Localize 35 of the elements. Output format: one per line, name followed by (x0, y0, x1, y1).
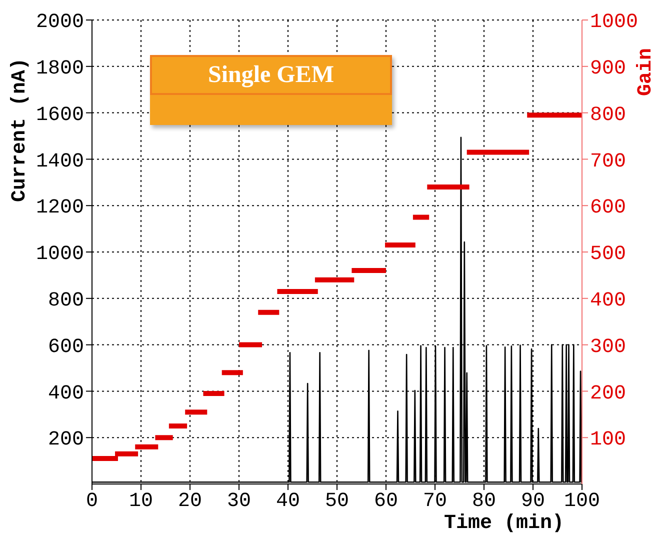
y-tick-label: 400 (48, 382, 84, 406)
y2-tick-label: 600 (590, 196, 626, 220)
y-axis-title: Current (nA) (8, 58, 32, 202)
y-tick-label: 600 (48, 336, 84, 359)
y-tick-label: 200 (48, 428, 84, 452)
y2-tick-label: 100 (590, 428, 626, 452)
y2-tick-label: 700 (590, 150, 626, 174)
y2-tick-label: 900 (590, 58, 626, 80)
x-tick-label: 10 (128, 490, 154, 514)
y2-axis-title: Gain (634, 48, 658, 96)
x-tick-label: 40 (276, 490, 300, 514)
y-tick-label: 2000 (36, 11, 84, 34)
x-tick-label: 100 (564, 490, 600, 514)
y2-tick-label: 300 (590, 336, 626, 359)
text: Single GEM (150, 55, 392, 95)
x-tick-label: 50 (324, 490, 350, 514)
y2-tick-label: 800 (590, 104, 626, 127)
x-tick-label: 70 (422, 490, 448, 514)
y2-tick-label: 1000 (590, 11, 638, 34)
y2-tick-label: 200 (590, 382, 626, 406)
x-tick-label: 20 (178, 490, 202, 514)
y-tick-label: 1000 (36, 243, 84, 266)
x-tick-label: 90 (520, 490, 546, 514)
x-tick-label: 0 (86, 490, 98, 514)
x-tick-label: 60 (374, 490, 398, 514)
y-tick-label: 1800 (36, 58, 84, 80)
y-tick-label: 1200 (36, 196, 84, 220)
x-axis-title: Time (min) (444, 512, 564, 535)
y2-tick-label: 500 (590, 243, 626, 266)
x-tick-label: 30 (226, 490, 252, 514)
x-tick-label: 80 (472, 490, 496, 514)
y-tick-label: 800 (48, 290, 84, 312)
y2-tick-label: 400 (590, 290, 626, 312)
y-tick-label: 1400 (36, 150, 84, 174)
y-tick-label: 1600 (36, 104, 84, 127)
